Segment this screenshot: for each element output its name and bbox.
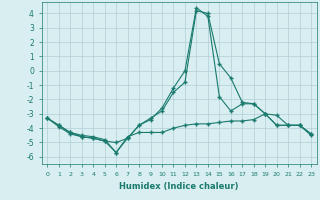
X-axis label: Humidex (Indice chaleur): Humidex (Indice chaleur) [119,182,239,191]
